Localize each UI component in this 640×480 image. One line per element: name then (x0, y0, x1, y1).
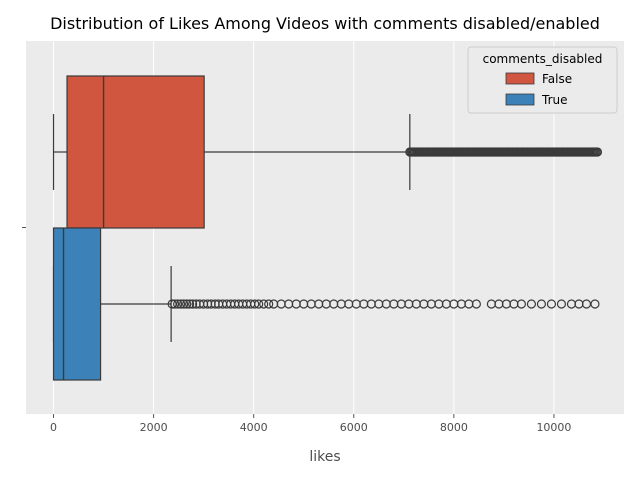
outlier-point (264, 299, 274, 309)
outlier-group (405, 147, 603, 157)
outlier-point (179, 299, 189, 309)
outlier-point (592, 147, 603, 157)
legend-swatch-false (505, 72, 535, 85)
x-tick-label: 0 (50, 421, 57, 434)
outlier-point (188, 299, 198, 309)
outlier-point (526, 299, 537, 309)
legend: comments_disabled False True (467, 46, 618, 114)
box-series (52, 75, 603, 381)
legend-title: comments_disabled (483, 52, 603, 66)
outlier-point (182, 299, 192, 309)
x-axis-label: likes (309, 449, 340, 465)
box-group-false (52, 75, 603, 229)
x-tick-label: 4000 (240, 421, 268, 434)
legend-label-false: False (542, 72, 572, 86)
outlier-point (516, 299, 527, 309)
outlier-point (176, 299, 186, 309)
outlier-group (167, 299, 600, 309)
outlier-point (471, 299, 481, 309)
box-iqr (66, 75, 205, 229)
x-tick-label: 2000 (140, 421, 168, 434)
outlier-point (170, 299, 180, 309)
x-tick-label: 10000 (536, 421, 571, 434)
box-group-true (52, 227, 600, 381)
legend-label-true: True (541, 93, 568, 107)
outlier-point (185, 299, 195, 309)
x-tick-label: 6000 (340, 421, 368, 434)
outlier-point (536, 299, 547, 309)
legend-frame (467, 46, 618, 114)
x-axis-ticks: 0 2000 4000 6000 8000 10000 (50, 414, 571, 434)
outlier-point (259, 299, 269, 309)
box-iqr (52, 227, 102, 381)
outlier-point (250, 299, 260, 309)
outlier-point (590, 299, 600, 309)
legend-swatch-true (505, 93, 535, 106)
outlier-point (556, 299, 567, 309)
outlier-point (546, 299, 557, 309)
outlier-point (254, 299, 264, 309)
outlier-point (173, 299, 183, 309)
x-tick-label: 8000 (440, 421, 468, 434)
chart-title: Distribution of Likes Among Videos with … (50, 14, 600, 33)
